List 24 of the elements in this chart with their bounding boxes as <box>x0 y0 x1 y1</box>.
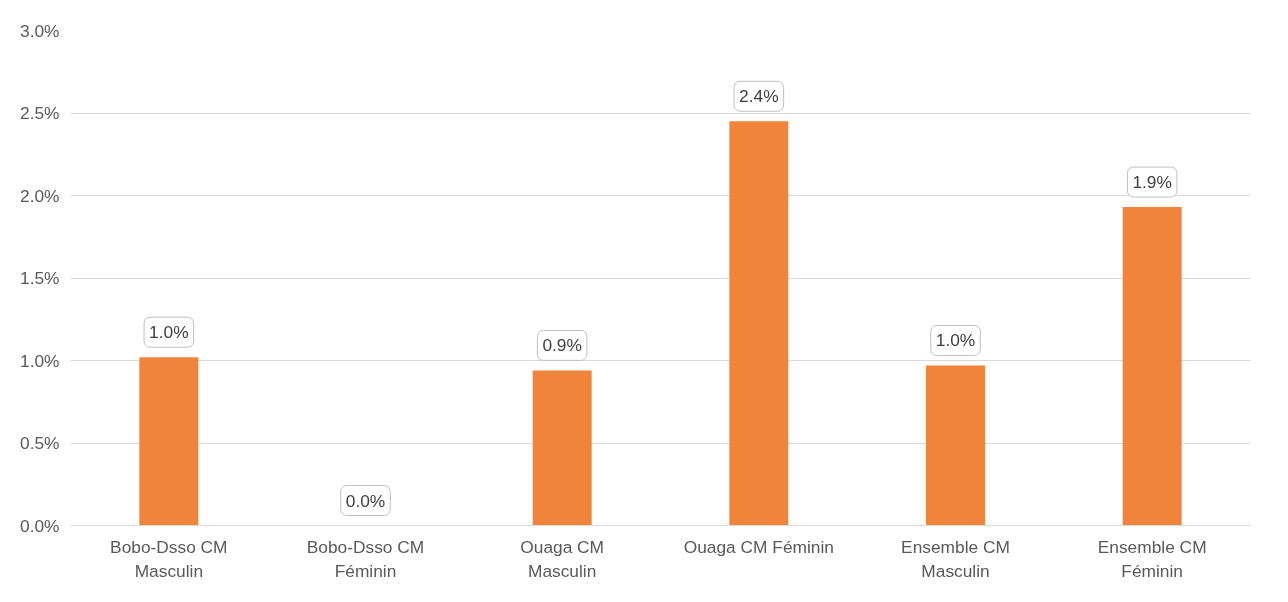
data-label: 0.9% <box>542 335 582 356</box>
data-label: 1.9% <box>1132 172 1172 193</box>
y-tick-label: 2.0% <box>20 185 60 206</box>
x-tick-label: Ensemble CM Masculin <box>901 536 1010 581</box>
y-tick-label: 1.5% <box>20 268 60 288</box>
y-tick-label: 3.0% <box>20 20 60 41</box>
bar <box>926 365 985 526</box>
y-tick-label: 0.5% <box>20 433 60 453</box>
y-tick-label: 2.5% <box>20 103 60 123</box>
y-tick-label: 1.0% <box>20 350 60 371</box>
data-label: 2.4% <box>739 86 779 107</box>
bar <box>729 121 789 526</box>
bar <box>532 370 592 526</box>
bar <box>139 357 199 526</box>
x-tick-label: Ouaga CM Féminin <box>683 536 834 557</box>
bar <box>1122 207 1182 526</box>
data-label: 1.0% <box>935 330 976 351</box>
x-tick-label: Bobo-Dsso CM Féminin <box>306 536 425 581</box>
data-label: 1.0% <box>149 322 189 343</box>
x-tick-label: Bobo-Dsso CM Masculin <box>110 536 228 581</box>
x-tick-label: Ouaga CM Masculin <box>520 536 605 581</box>
data-label: 0.0% <box>345 490 386 511</box>
x-tick-label: Ensemble CM Féminin <box>1097 536 1207 581</box>
y-tick-label: 0.0% <box>20 515 60 536</box>
